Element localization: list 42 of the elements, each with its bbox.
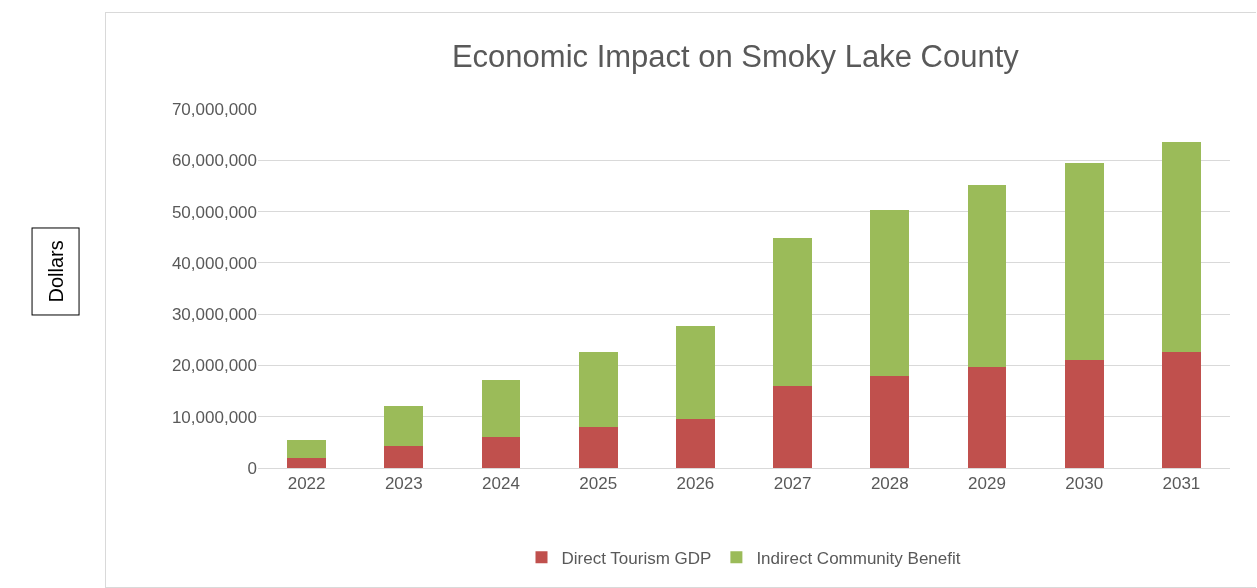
bar	[287, 440, 327, 459]
x-tick-label: 2029	[968, 474, 1006, 494]
bar	[773, 237, 813, 386]
y-tick-label: 50,000,000	[171, 202, 257, 222]
y-tick-label: 20,000,000	[171, 356, 257, 376]
legend-label: Indirect Community Benefit	[756, 548, 961, 568]
x-tick-label: 2027	[773, 474, 812, 494]
x-tick-label: 2022	[287, 474, 326, 494]
text: Dollars	[44, 240, 67, 303]
bar	[481, 379, 521, 438]
bar	[578, 352, 618, 428]
bar	[675, 326, 715, 419]
y-tick-label: 0	[247, 458, 257, 478]
y-tick-label: 30,000,000	[171, 305, 257, 325]
bar	[870, 376, 910, 468]
x-tick-label: 2031	[1162, 474, 1201, 494]
x-tick-label: 2030	[1065, 474, 1104, 494]
bar	[870, 210, 910, 377]
bar	[578, 427, 618, 468]
y-tick-label: 70,000,000	[171, 99, 257, 119]
bar	[384, 446, 424, 468]
bar	[1161, 141, 1201, 353]
x-tick-label: 2024	[482, 474, 520, 494]
bar	[481, 437, 521, 468]
bar	[967, 185, 1007, 367]
bar	[287, 458, 327, 468]
bar	[967, 366, 1007, 468]
y-tick-label: 60,000,000	[171, 151, 257, 171]
bar	[675, 418, 715, 468]
chart-title: Economic Impact on Smoky Lake County	[451, 38, 1020, 74]
x-tick-label: 2023	[384, 474, 423, 494]
bar	[384, 406, 424, 447]
legend-label: Direct Tourism GDP	[561, 548, 712, 568]
bar	[1064, 163, 1104, 361]
bar	[1161, 352, 1201, 468]
x-tick-label: 2026	[676, 474, 715, 494]
bar	[773, 385, 813, 468]
bar	[1064, 360, 1104, 468]
x-tick-label: 2028	[870, 474, 909, 494]
y-tick-label: 10,000,000	[171, 407, 257, 427]
x-tick-label: 2025	[579, 474, 618, 494]
y-tick-label: 40,000,000	[171, 253, 257, 273]
